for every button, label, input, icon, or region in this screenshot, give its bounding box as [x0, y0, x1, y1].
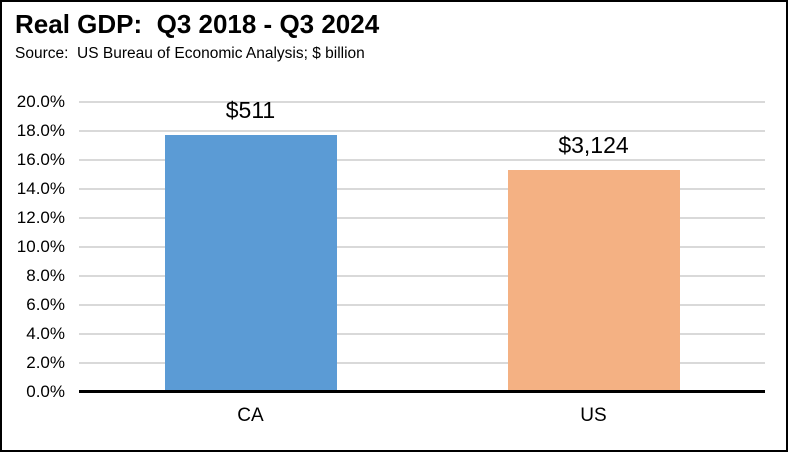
- chart-title: Real GDP: Q3 2018 - Q3 2024: [15, 9, 380, 39]
- gridline: [79, 130, 765, 132]
- gridline: [79, 159, 765, 161]
- y-tick-label: 6.0%: [26, 295, 65, 314]
- x-axis-line: [79, 390, 765, 393]
- y-tick-label: 2.0%: [26, 353, 65, 372]
- bar-value-label-us: $3,124: [558, 132, 629, 159]
- bar-group-us: $3,124: [422, 102, 765, 392]
- category-label-us: US: [580, 405, 607, 426]
- y-tick-label: 14.0%: [16, 179, 65, 198]
- gridline: [79, 362, 765, 364]
- bar-group-ca: $511: [79, 98, 422, 392]
- y-tick-label: 12.0%: [16, 208, 65, 227]
- y-tick-label: 4.0%: [26, 324, 65, 343]
- gridline: [79, 188, 765, 190]
- y-tick-label: 10.0%: [16, 237, 65, 256]
- gridline: [79, 333, 765, 335]
- y-axis-labels: 20.0% 18.0% 16.0% 14.0% 12.0% 10.0% 8.0% 6.0% 4.…: [2, 93, 65, 401]
- gridline: [79, 275, 765, 277]
- y-tick-label: 0.0%: [26, 382, 65, 401]
- gridline: [79, 246, 765, 248]
- x-axis-labels: CA US: [79, 399, 765, 433]
- bar-value-label-ca: $511: [225, 97, 276, 124]
- bars-container: $511 $3,124: [79, 98, 765, 392]
- y-tick-label: 8.0%: [26, 266, 65, 285]
- category-label-ca: CA: [237, 405, 264, 426]
- y-tick-label: 16.0%: [16, 150, 65, 169]
- plot-area: $511 $3,124: [79, 98, 765, 393]
- bar-ca: [164, 135, 337, 392]
- gridline: [79, 101, 765, 103]
- bar-us: [507, 170, 680, 392]
- gridline: [79, 217, 765, 219]
- y-tick-label: 18.0%: [16, 121, 65, 140]
- y-tick-label: 20.0%: [16, 92, 65, 111]
- gridline: [79, 304, 765, 306]
- chart-subtitle: Source: US Bureau of Economic Analysis; …: [15, 45, 365, 62]
